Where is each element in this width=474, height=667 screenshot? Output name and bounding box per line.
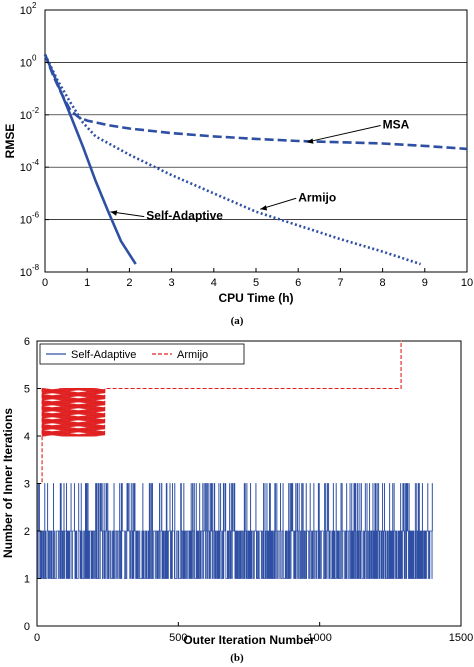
series-armijo	[43, 53, 422, 266]
series-self-adaptive	[37, 483, 433, 579]
y-tick-base: 10	[20, 5, 32, 17]
y-tick-label: 10 -4	[20, 158, 40, 174]
y-tick-label: 10 -8	[20, 263, 40, 279]
y-tick-exp: 0	[32, 53, 37, 62]
y-tick-base: 10	[20, 267, 32, 279]
annotation-arrowhead	[110, 210, 118, 216]
y-tick-base: 10	[20, 215, 32, 227]
y-tick-base: 10	[20, 162, 32, 174]
x-tick-label: 1000	[307, 632, 331, 644]
panel-b-legend: Self-Adaptive Armijo	[39, 343, 245, 365]
panel-b-x-ticks: 0 500 1000 1500	[34, 622, 473, 644]
panel-b-caption: (b)	[230, 652, 244, 664]
x-tick-label: 5	[253, 277, 259, 289]
x-tick-label: 3	[169, 277, 175, 289]
y-tick-label: 4	[24, 431, 30, 443]
x-tick-label: 10	[461, 277, 473, 289]
panel-b-y-label: Number of Inner Iterations	[1, 408, 15, 558]
x-tick-label: 9	[422, 277, 428, 289]
annotation-arrowhead	[260, 205, 268, 211]
annotation-arrowhead	[306, 138, 314, 144]
panel-a-caption: (a)	[231, 315, 244, 327]
y-tick-label: 10 -6	[20, 211, 40, 227]
panel-a-annotations: MSA Armijo Self-Adaptive	[110, 117, 410, 223]
y-tick-label: 6	[24, 336, 30, 348]
annotation-msa: MSA	[306, 117, 410, 144]
y-tick-label: 0	[24, 621, 30, 633]
panel-a-x-label: CPU Time (h)	[218, 291, 293, 305]
panel-a-x-ticks: 0 1 2 3 4 5 6 7 8 9 10	[42, 268, 473, 289]
y-tick-exp: -2	[32, 106, 40, 115]
panel-a-grid	[45, 62, 467, 220]
x-tick-label: 4	[211, 277, 217, 289]
x-tick-label: 7	[337, 277, 343, 289]
panel-b-x-label: Outer Iteration Number	[183, 633, 315, 647]
annotation-armijo: Armijo	[260, 190, 336, 211]
x-tick-label: 6	[295, 277, 301, 289]
y-tick-label: 5	[24, 384, 30, 396]
x-tick-label: 0	[34, 632, 40, 644]
panel-a-series	[43, 53, 468, 266]
y-tick-exp: -4	[32, 158, 40, 167]
annotation-label: Armijo	[298, 190, 336, 204]
y-tick-exp: -6	[32, 211, 40, 220]
panel-a-plot-area	[44, 9, 468, 273]
x-tick-label: 1500	[449, 632, 473, 644]
legend-box	[39, 343, 245, 365]
series-self-adaptive	[43, 53, 137, 265]
annotation-arrow	[306, 125, 381, 143]
x-tick-label: 500	[169, 632, 187, 644]
y-tick-label: 10 2	[20, 1, 37, 17]
x-tick-label: 8	[380, 277, 386, 289]
x-tick-label: 1	[84, 277, 90, 289]
y-tick-label: 3	[24, 479, 30, 491]
y-tick-label: 10 -2	[20, 106, 40, 122]
x-tick-label: 0	[42, 277, 48, 289]
y-tick-exp: -8	[32, 263, 40, 272]
legend-label-self-adaptive: Self-Adaptive	[71, 349, 136, 361]
y-tick-label: 10 0	[20, 53, 37, 69]
panel-b-chart: 0 500 1000 1500 0 1 2 3 4 5 6 Self-Adaptive Armij…	[1, 336, 473, 664]
annotation-label: MSA	[383, 117, 410, 131]
panel-b-series	[37, 340, 433, 579]
y-tick-label: 1	[24, 574, 30, 586]
y-tick-base: 10	[20, 57, 32, 69]
panel-a-y-label: RMSE	[3, 124, 17, 159]
series-armijo	[37, 340, 402, 485]
x-tick-label: 2	[126, 277, 132, 289]
annotation-self-adaptive: Self-Adaptive	[110, 209, 223, 223]
y-tick-label: 2	[24, 526, 30, 538]
y-tick-exp: 2	[32, 1, 37, 10]
panel-b-y-ticks: 0 1 2 3 4 5 6	[24, 336, 41, 633]
y-tick-base: 10	[20, 110, 32, 122]
legend-label-armijo: Armijo	[177, 349, 208, 361]
annotation-label: Self-Adaptive	[146, 209, 223, 223]
